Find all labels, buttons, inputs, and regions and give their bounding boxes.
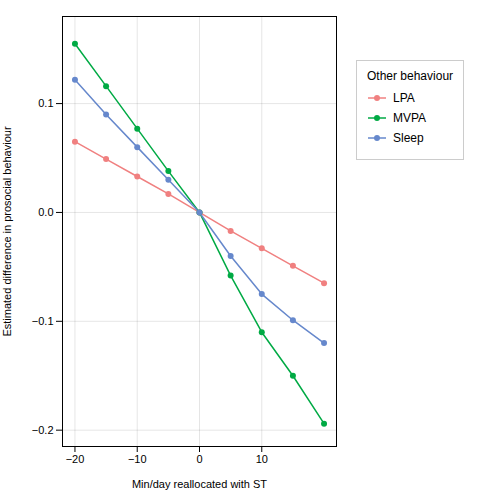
html-text:LPA: LPA <box>393 91 415 105</box>
svg-text:0.0: 0.0 <box>38 206 53 218</box>
svg-text:0: 0 <box>196 453 202 465</box>
svg-text:−20: −20 <box>66 453 85 465</box>
html-text:Other behaviour: Other behaviour <box>367 69 454 83</box>
html-text:MVPA: MVPA <box>393 111 427 125</box>
svg-text:Min/day reallocated with ST: Min/day reallocated with ST <box>132 478 267 490</box>
svg-text:−10: −10 <box>128 453 147 465</box>
svg-text:0.1: 0.1 <box>38 97 53 109</box>
svg-text:−0.2: −0.2 <box>32 424 54 436</box>
html-text:Sleep: Sleep <box>393 131 424 145</box>
svg-text:Estimated difference in prosoc: Estimated difference in prosocial behavi… <box>1 126 13 336</box>
svg-text:−0.1: −0.1 <box>32 315 54 327</box>
svg-text:10: 10 <box>256 453 268 465</box>
